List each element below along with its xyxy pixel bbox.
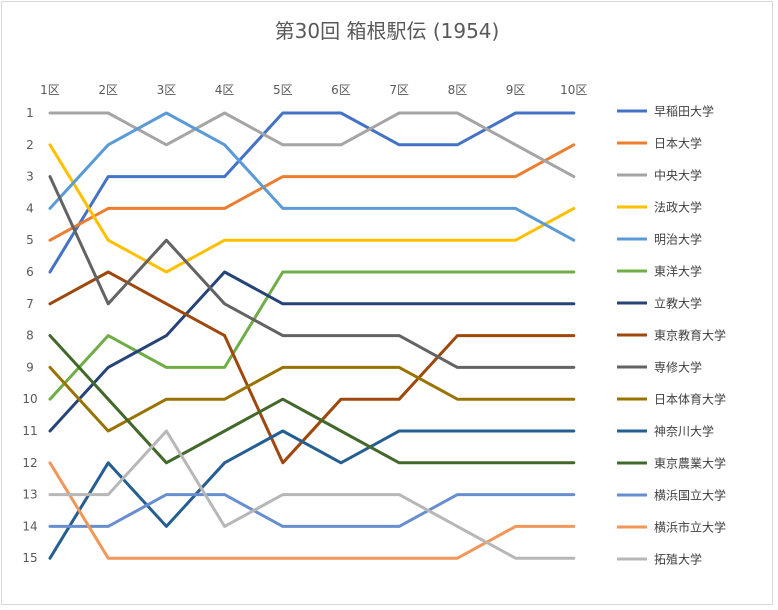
legend-label: 日本体育大学: [654, 392, 726, 407]
x-tick-label: 1区: [40, 83, 60, 97]
legend-label: 東京農業大学: [654, 456, 726, 471]
legend-label: 明治大学: [654, 232, 702, 247]
legend-label: 日本大学: [654, 136, 702, 151]
x-tick-label: 5区: [273, 83, 293, 97]
y-tick-label: 4: [26, 201, 34, 215]
y-tick-label: 14: [22, 519, 37, 533]
legend-label: 立教大学: [654, 296, 702, 311]
series-line: [48, 334, 576, 465]
legend-label: 専修大学: [654, 360, 702, 375]
y-tick-label: 9: [26, 360, 34, 374]
y-tick-label: 7: [26, 297, 34, 311]
legend-label: 神奈川大学: [654, 424, 714, 439]
legend-label: 東京教育大学: [654, 328, 726, 343]
series-line: [48, 111, 576, 242]
y-tick-label: 13: [22, 488, 37, 502]
y-tick-label: 11: [22, 424, 37, 438]
legend-label: 中央大学: [654, 168, 702, 183]
series-line: [48, 270, 576, 465]
y-tick-label: 8: [26, 329, 34, 343]
x-tick-label: 10区: [560, 83, 587, 97]
series-line: [48, 493, 576, 528]
chart-title: 第30回 箱根駅伝 (1954): [275, 19, 500, 43]
y-tick-label: 10: [22, 392, 37, 406]
series-line: [48, 365, 576, 433]
legend-label: 横浜国立大学: [654, 488, 726, 503]
y-tick-label: 1: [26, 106, 34, 120]
y-tick-label: 6: [26, 265, 34, 279]
series-line: [48, 111, 576, 274]
legend-label: 東洋大学: [654, 264, 702, 279]
x-tick-label: 2区: [98, 83, 118, 97]
series-line: [48, 143, 576, 242]
series-lines: [48, 111, 576, 560]
y-tick-label: 5: [26, 233, 34, 247]
x-axis-ticks: 1区 2区 3区 4区 5区 6区 7区 8区 9区 10区: [40, 83, 587, 97]
legend-label: 早稲田大学: [654, 104, 714, 119]
series-line: [48, 429, 576, 560]
x-tick-label: 9区: [506, 83, 526, 97]
x-tick-label: 4区: [215, 83, 235, 97]
series-line: [48, 143, 576, 274]
legend-label: 拓殖大学: [654, 552, 702, 567]
legend-label: 法政大学: [654, 200, 702, 215]
x-tick-label: 6区: [331, 83, 351, 97]
y-tick-label: 15: [22, 551, 37, 565]
x-tick-label: 7区: [389, 83, 409, 97]
series-line: [48, 175, 576, 369]
y-tick-label: 2: [26, 138, 34, 152]
series-line: [48, 270, 576, 433]
x-tick-label: 8区: [448, 83, 468, 97]
x-tick-label: 3区: [157, 83, 177, 97]
legend: 早稲田大学日本大学中央大学法政大学明治大学東洋大学立教大学東京教育大学専修大学日…: [617, 104, 726, 567]
series-line: [48, 461, 576, 560]
y-tick-label: 12: [22, 456, 37, 470]
legend-label: 横浜市立大学: [654, 520, 726, 535]
series-line: [48, 429, 576, 560]
y-tick-label: 3: [26, 170, 34, 184]
